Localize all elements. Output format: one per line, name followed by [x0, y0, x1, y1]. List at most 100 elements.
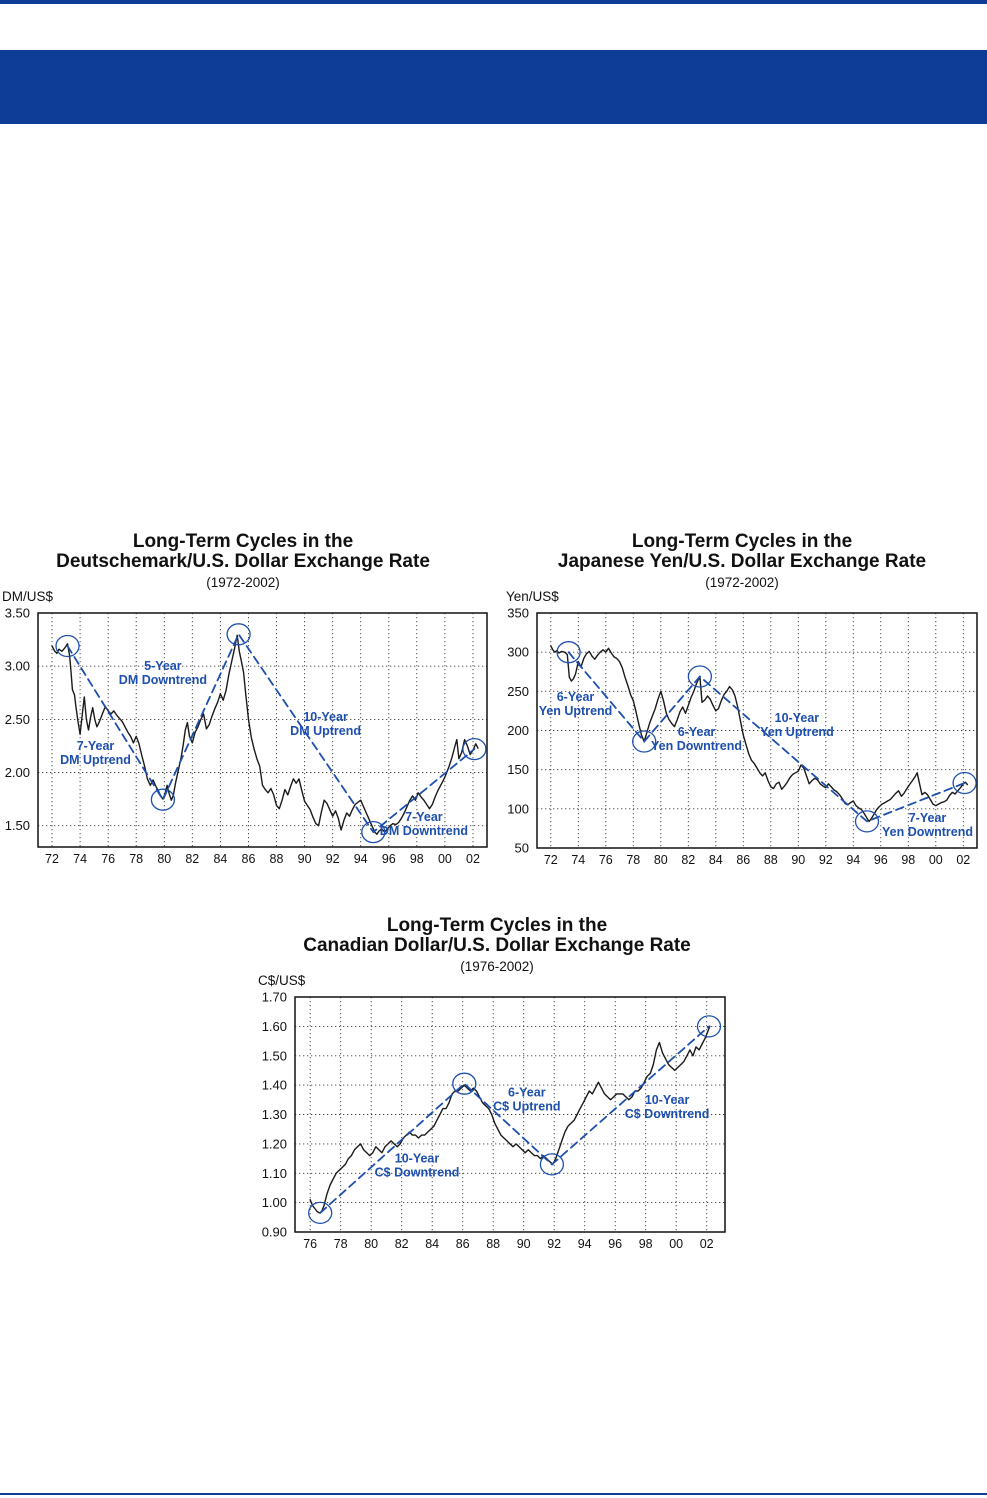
cad-cycle-annotation: 10-Year: [395, 1152, 440, 1166]
yen-x-tick-label: 02: [956, 853, 970, 867]
yen-cycle-annotation: 7-Year: [909, 811, 947, 825]
yen-turning-point-circle: [687, 665, 713, 688]
dm-x-tick-label: 90: [298, 852, 312, 866]
dm-y-tick-label: 2.00: [5, 765, 30, 780]
dm-plot-border: [37, 612, 488, 848]
dm-cycle-trendline: [66, 632, 476, 834]
cad-turning-point-circle: [539, 1153, 565, 1176]
yen-x-tick-label: 76: [599, 853, 613, 867]
yen-plot-border: [536, 612, 978, 849]
yen-y-tick-label: 200: [507, 723, 529, 738]
cad-x-tick-label: 78: [334, 1237, 348, 1251]
cad-y-tick-label: 1.30: [262, 1107, 287, 1122]
yen-rate-line: [550, 645, 969, 823]
dm-cycle-annotation: DM Downtrend: [119, 673, 207, 687]
yen-chart-title: Long-Term Cycles in the Japanese Yen/U.S…: [517, 531, 967, 591]
cad-cycle-annotation: C$ Downtrend: [625, 1107, 710, 1121]
yen-y-tick-label: 250: [507, 684, 529, 699]
dm-x-tick-label: 98: [410, 852, 424, 866]
yen-x-tick-label: 74: [571, 853, 585, 867]
dm-x-tick-label: 94: [354, 852, 368, 866]
dm-y-tick-label: 2.50: [5, 712, 30, 727]
yen-cycle-annotation: 6-Year: [678, 725, 716, 739]
dm-x-tick-label: 76: [101, 852, 115, 866]
cad-x-tick-label: 76: [303, 1237, 317, 1251]
yen-x-tick-label: 00: [929, 853, 943, 867]
yen-x-tick-label: 78: [626, 853, 640, 867]
dm-x-tick-label: 74: [73, 852, 87, 866]
cad-y-tick-label: 1.60: [262, 1019, 287, 1034]
yen-x-tick-label: 84: [709, 853, 723, 867]
cad-cycle-trendline: [319, 1025, 710, 1214]
dm-cycle-annotation: DM Downtrend: [380, 824, 468, 838]
cad-plot-border: [294, 996, 726, 1233]
cad-x-tick-label: 00: [669, 1237, 683, 1251]
dm-x-tick-label: 96: [382, 852, 396, 866]
header-banner: [0, 50, 987, 124]
cad-cycle-annotation: C$ Uptrend: [493, 1100, 560, 1114]
yen-y-tick-label: 100: [507, 801, 529, 816]
cad-y-tick-label: 1.10: [262, 1166, 287, 1181]
yen-cycle-annotation: Yen Uptrend: [539, 704, 613, 718]
cad-x-tick-label: 96: [608, 1237, 622, 1251]
cad-cycle-annotation: 10-Year: [645, 1093, 690, 1107]
dm-turning-point-circle: [226, 623, 251, 646]
cad-y-tick-label: 1.00: [262, 1195, 287, 1210]
dm-x-tick-label: 82: [185, 852, 199, 866]
footer-rule: [0, 1492, 987, 1495]
dm-cycle-annotation: DM Uptrend: [290, 724, 361, 738]
dm-x-tick-label: 92: [326, 852, 340, 866]
yen-title-line2: Japanese Yen/U.S. Dollar Exchange Rate: [557, 551, 927, 572]
yen-x-tick-label: 98: [901, 853, 915, 867]
cad-x-tick-label: 86: [456, 1237, 470, 1251]
yen-exchange-rate-chart: 72 74 76 78 80 82 84 86 88 90 92 94 96 98 00 02 350 300 25…: [507, 606, 978, 867]
dm-x-tick-label: 00: [438, 852, 452, 866]
dm-x-tick-label: 80: [157, 852, 171, 866]
cad-x-tick-label: 80: [364, 1237, 378, 1251]
cad-turning-point-circle: [308, 1201, 333, 1225]
yen-cycle-annotation: 10-Year: [775, 711, 820, 725]
cad-x-tick-label: 88: [486, 1237, 500, 1251]
dm-turning-point-circle: [462, 737, 487, 761]
dm-cycle-annotation: DM Uptrend: [60, 753, 131, 767]
dm-title-line1: Long-Term Cycles in the: [132, 531, 354, 552]
yen-x-tick-label: 92: [819, 853, 833, 867]
dm-turning-point-circle: [150, 788, 176, 811]
yen-turning-point-circle: [556, 641, 581, 664]
dm-y-tick-label: 3.00: [5, 659, 30, 674]
yen-cycle-annotation: Yen Uptrend: [760, 725, 834, 739]
dm-x-tick-label: 78: [129, 852, 143, 866]
dm-exchange-rate-chart: 72 74 76 78 80 82 84 86 88 90 92 94 96 98 00 02 3.50 3.00…: [5, 606, 488, 866]
yen-turning-point-circle: [952, 771, 977, 795]
yen-axis-unit-label: Yen/US$: [506, 589, 559, 604]
dm-cycle-annotation: 10-Year: [303, 710, 348, 724]
yen-cycle-annotation: Yen Downtrend: [882, 825, 973, 839]
cad-subtitle: (1976-2002): [460, 959, 534, 974]
yen-title-line1: Long-Term Cycles in the: [631, 531, 853, 552]
cad-title-line2: Canadian Dollar/U.S. Dollar Exchange Rat…: [303, 935, 691, 956]
cad-turning-point-circle: [696, 1015, 722, 1038]
cad-x-tick-label: 90: [517, 1237, 531, 1251]
yen-y-tick-label: 150: [507, 762, 529, 777]
yen-turning-point-circle: [632, 730, 657, 753]
yen-y-tick-label: 300: [507, 645, 529, 660]
yen-x-tick-label: 94: [846, 853, 860, 867]
cad-x-tick-label: 84: [425, 1237, 439, 1251]
dm-x-tick-label: 86: [242, 852, 256, 866]
yen-x-tick-label: 80: [654, 853, 668, 867]
cad-y-tick-label: 0.90: [262, 1225, 287, 1240]
yen-cycle-annotation: Yen Downtrend: [651, 739, 742, 753]
cad-cycle-annotation: 6-Year: [508, 1086, 546, 1100]
dm-y-tick-label: 1.50: [5, 818, 30, 833]
yen-x-tick-label: 72: [544, 853, 558, 867]
dm-cycle-annotation: 7-Year: [405, 810, 443, 824]
cad-x-tick-label: 02: [700, 1237, 714, 1251]
cad-x-tick-label: 82: [395, 1237, 409, 1251]
top-rule: [0, 0, 987, 4]
cad-x-tick-label: 94: [578, 1237, 592, 1251]
cad-x-tick-label: 98: [639, 1237, 653, 1251]
yen-y-tick-label: 50: [515, 841, 529, 856]
yen-turning-point-circle: [854, 810, 880, 833]
dm-x-tick-label: 84: [213, 852, 227, 866]
